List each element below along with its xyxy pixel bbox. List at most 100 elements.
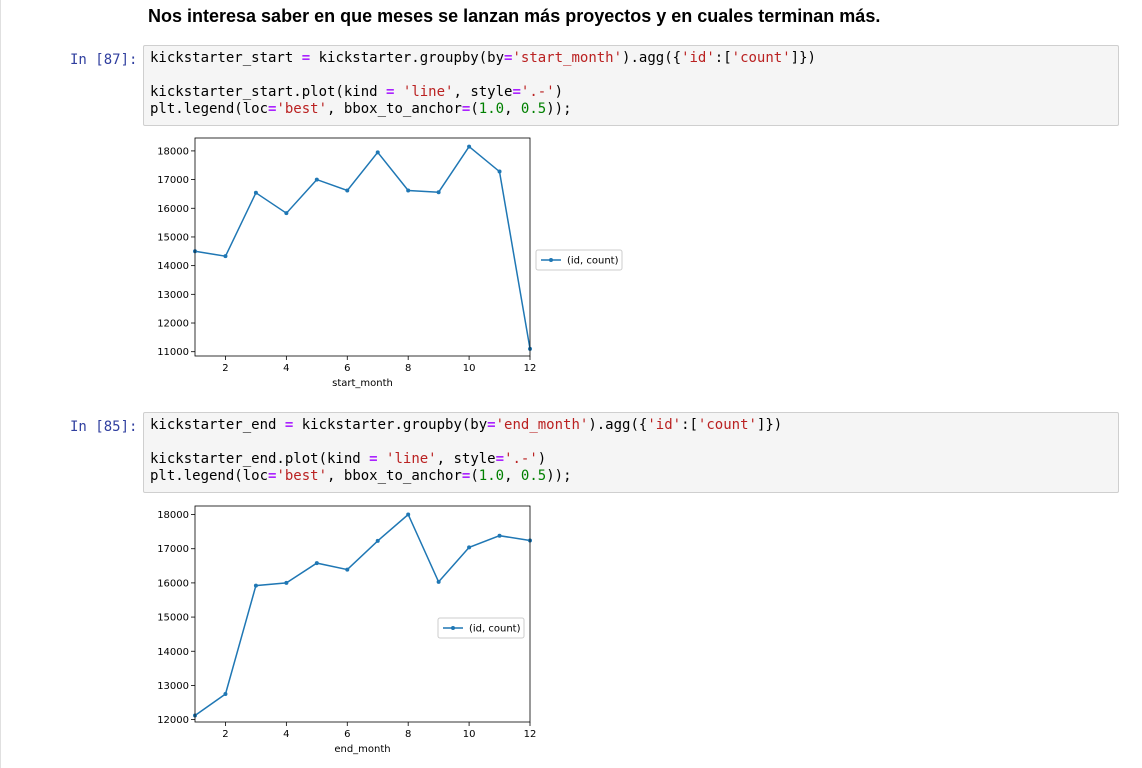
code-token: 'id' (681, 50, 715, 66)
cell-prompt-87: In [87]: (70, 52, 138, 68)
code-token: = (369, 451, 378, 467)
code-token: ).agg({ (588, 417, 648, 433)
code-token: kickstarter.groupby(by (293, 417, 488, 433)
x-tick-label: 12 (524, 729, 537, 740)
x-tick-label: 2 (222, 363, 228, 374)
code-token: ) (554, 84, 564, 100)
code-token: kickstarter_end (150, 417, 285, 433)
code-token: = (461, 101, 471, 117)
x-tick-label: 10 (463, 363, 476, 374)
code-line (150, 434, 1112, 451)
code-token: ]}) (756, 417, 783, 433)
code-token: 1.0 (478, 101, 505, 117)
code-token: 'start_month' (512, 50, 623, 66)
code-token: 0.5 (520, 101, 547, 117)
data-point (314, 561, 319, 566)
legend-marker (451, 626, 455, 630)
code-token: 'end_month' (495, 417, 589, 433)
legend-box (535, 249, 623, 271)
code-token: kickstarter_end.plot(kind (150, 451, 370, 467)
code-token: 'id' (647, 417, 682, 433)
markdown-heading: Nos interesa saber en que meses se lanza… (148, 6, 881, 26)
code-token (394, 84, 402, 100)
legend-label: (id, count) (567, 256, 619, 267)
code-token: = (487, 417, 496, 433)
code-token (378, 451, 386, 467)
code-token: 'best' (276, 468, 328, 484)
y-tick-label: 16000 (157, 204, 189, 215)
code-token: = (386, 84, 395, 100)
code-token: ]}) (790, 50, 816, 66)
legend-marker (549, 258, 553, 262)
x-tick-label: 8 (405, 363, 411, 374)
code-token: , bbox_to_anchor (327, 101, 462, 117)
code-token: , bbox_to_anchor (327, 468, 462, 484)
code-token: 'count' (731, 50, 791, 66)
code-token: , (504, 101, 521, 117)
cell-prompt-85: In [85]: (70, 419, 138, 435)
data-point (253, 190, 258, 195)
y-tick-label: 17000 (157, 544, 189, 555)
code-token: = (495, 451, 505, 467)
code-token: :[ (681, 417, 698, 433)
code-token: kickstarter_start.plot(kind (150, 84, 387, 100)
code-token: kickstarter.groupby(by (310, 50, 505, 66)
legend: (id, count) (437, 617, 525, 639)
y-tick-label: 17000 (157, 175, 189, 186)
code-token: , style (453, 84, 513, 100)
data-point (223, 691, 228, 696)
y-tick-label: 14000 (157, 647, 189, 658)
code-token: = (301, 50, 311, 66)
code-line: kickstarter_end = kickstarter.groupby(by… (150, 417, 1112, 434)
code-token: )); (546, 101, 572, 117)
data-point (436, 579, 441, 584)
notebook-left-border (0, 0, 1, 768)
y-tick-label: 12000 (157, 319, 189, 330)
legend-label: (id, count) (469, 624, 521, 635)
axes-frame (194, 137, 531, 357)
x-tick-label: 8 (405, 729, 411, 740)
x-tick-label: 6 (344, 729, 350, 740)
data-point (467, 545, 472, 550)
axes-frame (194, 505, 531, 723)
data-point (284, 211, 289, 216)
code-cell-85[interactable]: kickstarter_end = kickstarter.groupby(by… (143, 412, 1119, 493)
code-token: plt.legend(loc (150, 101, 269, 117)
legend-box (437, 617, 525, 639)
code-token: = (512, 84, 521, 100)
y-tick-label: 13000 (157, 681, 189, 692)
x-axis-label: start_month (332, 378, 393, 389)
data-point (223, 254, 228, 259)
code-token: plt.legend(loc (150, 468, 269, 484)
data-point (467, 144, 472, 149)
y-tick-label: 15000 (157, 232, 189, 243)
code-line: kickstarter_start = kickstarter.groupby(… (150, 50, 1112, 67)
data-point (436, 190, 441, 195)
code-token: 'count' (697, 417, 757, 433)
y-tick-label: 14000 (157, 261, 189, 272)
code-token: '.-' (520, 84, 555, 100)
x-tick-label: 4 (283, 363, 289, 374)
y-tick-label: 11000 (157, 347, 189, 358)
code-token: ( (470, 101, 479, 117)
code-token: 'line' (386, 451, 437, 467)
code-line: kickstarter_end.plot(kind = 'line', styl… (150, 451, 1112, 468)
y-tick-label: 18000 (157, 146, 189, 157)
series-line (194, 513, 531, 717)
data-point (253, 583, 258, 588)
code-token: , (504, 468, 521, 484)
code-token: = (461, 468, 471, 484)
data-point (406, 188, 411, 193)
code-cell-87[interactable]: kickstarter_start = kickstarter.groupby(… (143, 45, 1119, 126)
code-token: '.-' (504, 451, 538, 467)
code-token: 'line' (402, 84, 454, 100)
code-token: , style (436, 451, 496, 467)
code-token: = (504, 50, 513, 66)
y-tick-label: 13000 (157, 290, 189, 301)
legend: (id, count) (535, 249, 623, 271)
y-tick-label: 16000 (157, 578, 189, 589)
x-tick-label: 10 (463, 729, 476, 740)
data-point (497, 533, 502, 538)
data-point (314, 177, 319, 182)
y-tick-label: 12000 (157, 715, 189, 726)
